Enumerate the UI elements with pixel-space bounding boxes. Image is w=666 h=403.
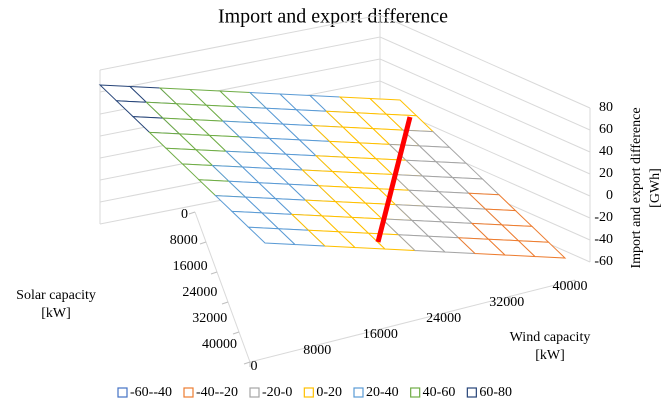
- grid-line: [99, 36, 591, 131]
- wind-tick-label: 32000: [489, 295, 524, 310]
- legend-label: -20-0: [262, 385, 292, 400]
- legend-swatch: [303, 387, 314, 398]
- wind-tick-label: 8000: [303, 343, 331, 358]
- legend-swatch: [249, 387, 260, 398]
- legend-label: -60--40: [130, 385, 172, 400]
- legend-label: 0-20: [316, 385, 342, 400]
- wind-tick-label: 40000: [553, 279, 588, 294]
- tick-mark: [221, 301, 229, 305]
- solar-axis-title: Solar capacity: [16, 288, 96, 303]
- legend-label: 20-40: [366, 385, 399, 400]
- tick-mark: [188, 211, 196, 215]
- zero-line-annotation: [375, 116, 413, 243]
- solar-tick-label: 40000: [202, 337, 237, 352]
- z-tick-label: 20: [599, 166, 613, 181]
- z-tick-label: 60: [599, 122, 613, 137]
- z-axis-title: [GWh]: [648, 168, 663, 208]
- wind-tick-label: 24000: [426, 311, 461, 326]
- z-tick-label: 40: [599, 144, 613, 159]
- legend-swatch: [117, 387, 128, 398]
- legend-label: 40-60: [423, 385, 456, 400]
- tick-mark: [243, 361, 251, 365]
- tick-mark: [210, 271, 218, 275]
- legend-swatch: [353, 387, 364, 398]
- solar-tick-label: 8000: [170, 233, 198, 248]
- tick-mark: [199, 241, 207, 245]
- legend-swatch: [466, 387, 477, 398]
- z-axis-title: Import and export difference: [629, 107, 644, 268]
- labels: -60 -40 -20 0 20 40 60 80 0 8000 16000 24000 32000 40…: [170, 100, 613, 374]
- z-tick-label: -60: [594, 254, 613, 269]
- grid-line: [99, 14, 591, 109]
- legend-label: 60-80: [479, 385, 512, 400]
- solar-axis-title: [kW]: [41, 306, 71, 321]
- wind-axis-title: Wind capacity: [510, 330, 591, 345]
- wind-axis-title: [kW]: [535, 348, 565, 363]
- z-tick-label: 80: [599, 100, 613, 115]
- tick-mark: [232, 331, 240, 335]
- legend-swatch: [183, 387, 194, 398]
- z-tick-label: -20: [594, 210, 613, 225]
- wind-tick-label: 0: [251, 359, 258, 374]
- solar-tick-label: 16000: [173, 259, 208, 274]
- z-tick-label: -40: [594, 232, 613, 247]
- legend-swatch: [410, 387, 421, 398]
- wind-tick-label: 16000: [363, 327, 398, 342]
- legend-label: -40--20: [196, 385, 238, 400]
- solar-tick-label: 0: [181, 207, 188, 222]
- z-tick-label: 0: [606, 188, 613, 203]
- surface: [98, 84, 567, 259]
- surface-cell: [517, 240, 567, 259]
- solar-tick-label: 24000: [182, 285, 217, 300]
- chart-title: Import and export difference: [218, 6, 448, 28]
- legend: -60--40 -40--20 -20-0 0-20 20-40 40-60 60-80: [117, 385, 512, 400]
- solar-tick-label: 32000: [192, 311, 227, 326]
